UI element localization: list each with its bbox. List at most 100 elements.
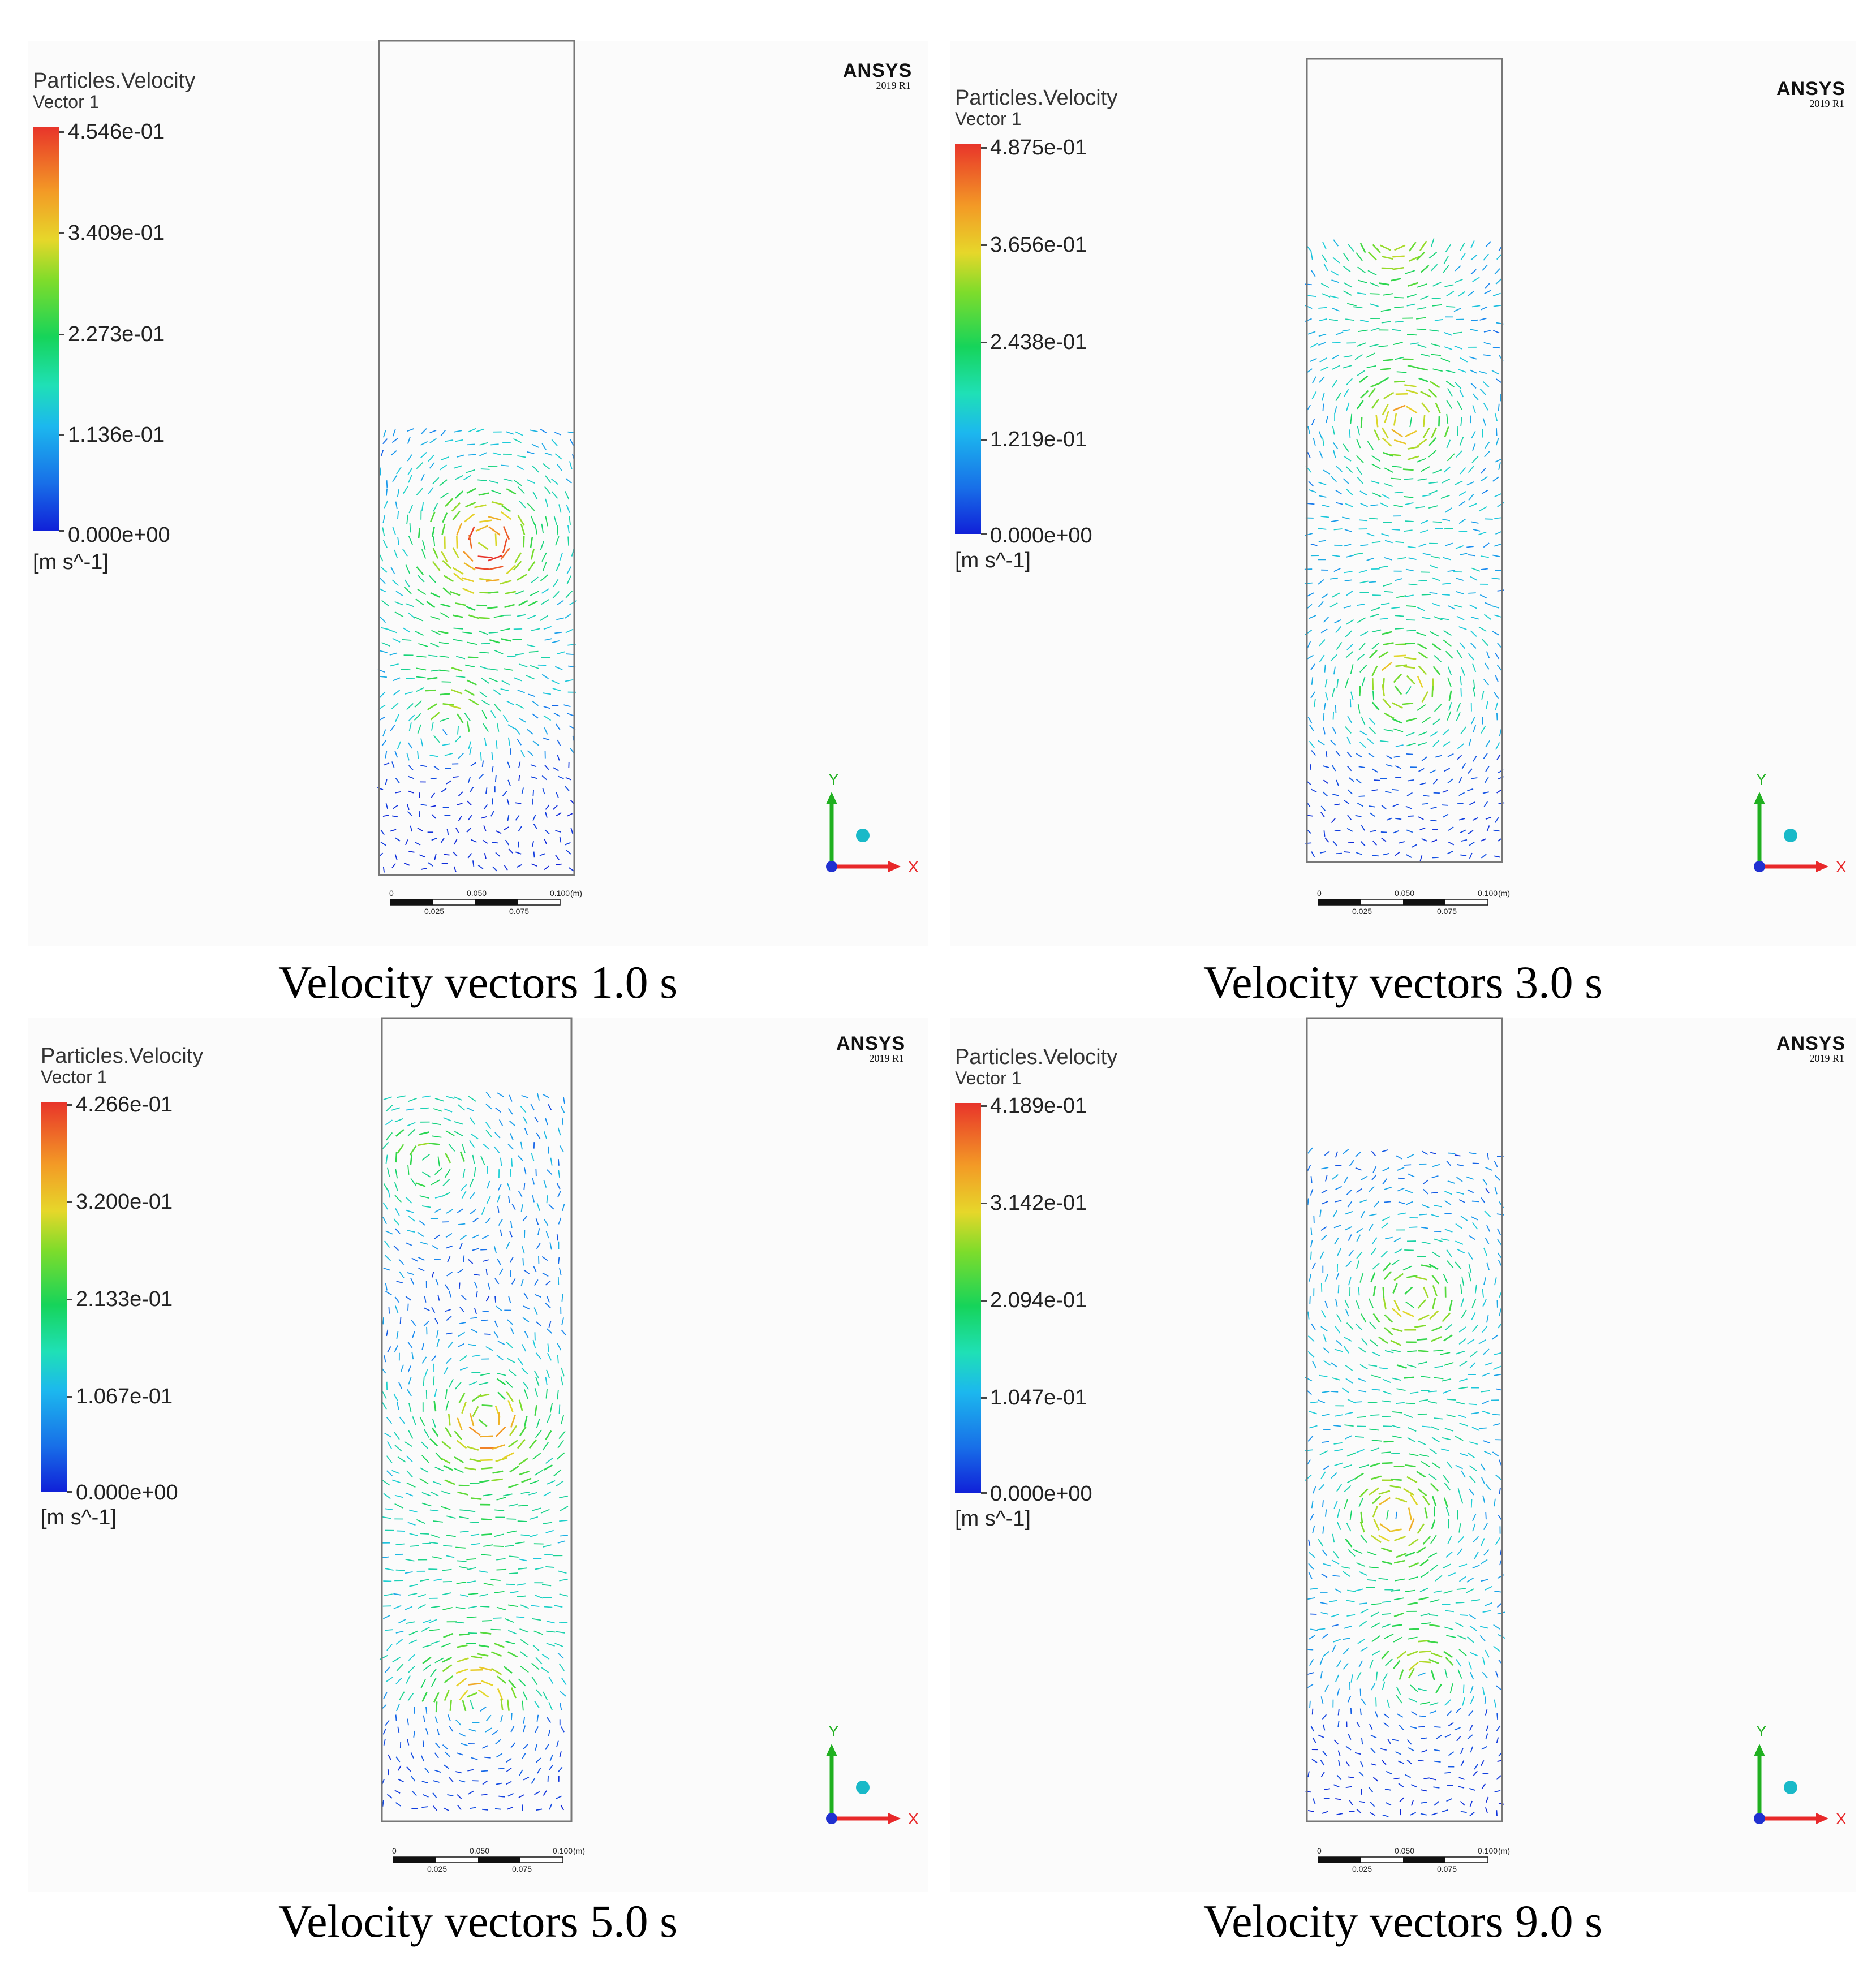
velocity-vector: [509, 1369, 517, 1376]
velocity-vector: [1368, 1223, 1374, 1231]
velocity-vector: [390, 829, 397, 832]
velocity-vector: [420, 765, 427, 768]
velocity-vector: [1470, 254, 1478, 261]
vector-field-plot: YX0 0.050 0.100 (m)0.025 0.075: [379, 1017, 919, 1873]
origin-ball: [856, 1781, 870, 1794]
velocity-vector: [1470, 1671, 1474, 1680]
velocity-vector: [442, 560, 452, 570]
velocity-vector: [408, 1630, 418, 1636]
velocity-vector: [395, 1128, 405, 1137]
velocity-vector: [444, 1108, 453, 1113]
velocity-vector: [1383, 1298, 1387, 1310]
velocity-vector: [1485, 766, 1490, 772]
velocity-vector: [1307, 1809, 1314, 1812]
velocity-vector: [452, 567, 464, 575]
velocity-vector: [558, 1257, 560, 1264]
velocity-vector: [1371, 541, 1381, 544]
velocity-vector: [1335, 393, 1341, 402]
velocity-vector: [1369, 812, 1376, 817]
velocity-vector: [431, 837, 438, 841]
velocity-vector: [1354, 1588, 1363, 1592]
velocity-vector: [1409, 256, 1420, 262]
velocity-vector: [1448, 1751, 1455, 1756]
velocity-vector: [1421, 1802, 1427, 1804]
velocity-vector: [410, 1278, 415, 1285]
velocity-vector: [554, 666, 563, 670]
velocity-vector: [1482, 791, 1489, 794]
velocity-vector: [1405, 1552, 1415, 1557]
velocity-vector: [1329, 577, 1338, 580]
velocity-vector: [1408, 1518, 1415, 1532]
velocity-vector: [1346, 554, 1354, 558]
velocity-vector: [544, 838, 547, 844]
velocity-vector: [393, 1605, 402, 1609]
velocity-vector: [1371, 1602, 1382, 1605]
velocity-vector: [1337, 1750, 1341, 1757]
velocity-vector: [395, 1208, 400, 1216]
velocity-vector: [1343, 266, 1351, 273]
velocity-vector: [1457, 802, 1464, 804]
velocity-vector: [1325, 692, 1328, 701]
tick-label-min: 0.000e+00: [76, 1481, 178, 1505]
velocity-vector: [1398, 1783, 1404, 1788]
velocity-vector: [479, 578, 492, 581]
velocity-vector: [386, 1329, 389, 1337]
velocity-vector: [498, 1795, 505, 1798]
velocity-vector: [527, 729, 533, 735]
velocity-vector: [467, 1567, 476, 1571]
velocity-vector: [1383, 583, 1392, 587]
velocity-vector: [468, 1593, 479, 1595]
velocity-vector: [1379, 1367, 1388, 1370]
velocity-vector: [1379, 618, 1388, 620]
velocity-vector: [466, 1692, 478, 1698]
velocity-vector: [1480, 306, 1488, 311]
velocity-vector: [1375, 415, 1379, 428]
velocity-vector: [1444, 1734, 1451, 1738]
velocity-vector: [539, 853, 546, 856]
velocity-vector: [1481, 725, 1486, 734]
velocity-vector: [407, 1389, 412, 1397]
velocity-vector: [1322, 293, 1331, 298]
velocity-vector: [421, 1781, 428, 1783]
velocity-vector: [542, 561, 547, 571]
velocity-vector: [455, 602, 467, 606]
velocity-vector: [1393, 1273, 1404, 1281]
velocity-vector: [1359, 1602, 1367, 1605]
velocity-vector: [1391, 1478, 1402, 1481]
velocity-vector: [1420, 391, 1431, 398]
velocity-vector: [1346, 378, 1353, 386]
velocity-vector: [1346, 489, 1353, 495]
velocity-vector: [507, 1651, 518, 1658]
velocity-vector: [1324, 1274, 1328, 1282]
velocity-vector: [1371, 1535, 1382, 1544]
velocity-vector: [467, 1682, 481, 1686]
velocity-vector: [1404, 1286, 1413, 1295]
velocity-vector: [433, 1520, 444, 1523]
velocity-vector: [445, 1130, 455, 1136]
velocity-vector: [1366, 557, 1374, 561]
velocity-vector: [1440, 1238, 1450, 1241]
velocity-vector: [566, 505, 570, 513]
velocity-vector: [457, 1794, 462, 1799]
velocity-vector: [556, 1452, 565, 1460]
velocity-vector: [508, 848, 514, 854]
velocity-vector: [415, 842, 421, 846]
velocity-vector: [461, 1184, 467, 1191]
velocity-vector: [471, 1757, 478, 1760]
velocity-vector: [458, 1343, 465, 1347]
velocity-vector: [472, 1406, 479, 1417]
velocity-vector: [508, 1483, 519, 1489]
velocity-vector: [556, 562, 561, 572]
velocity-vector: [544, 829, 550, 835]
velocity-vector: [485, 1122, 492, 1130]
velocity-vector: [1333, 1501, 1338, 1509]
velocity-vector: [1455, 1708, 1461, 1713]
velocity-vector: [437, 1729, 440, 1736]
velocity-vector: [1428, 1264, 1439, 1270]
velocity-vector: [1483, 342, 1491, 345]
velocity-vector: [386, 1417, 393, 1424]
velocity-vector: [1459, 1378, 1468, 1382]
velocity-vector: [405, 603, 414, 607]
velocity-vector: [429, 511, 436, 523]
velocity-vector: [1480, 555, 1489, 558]
